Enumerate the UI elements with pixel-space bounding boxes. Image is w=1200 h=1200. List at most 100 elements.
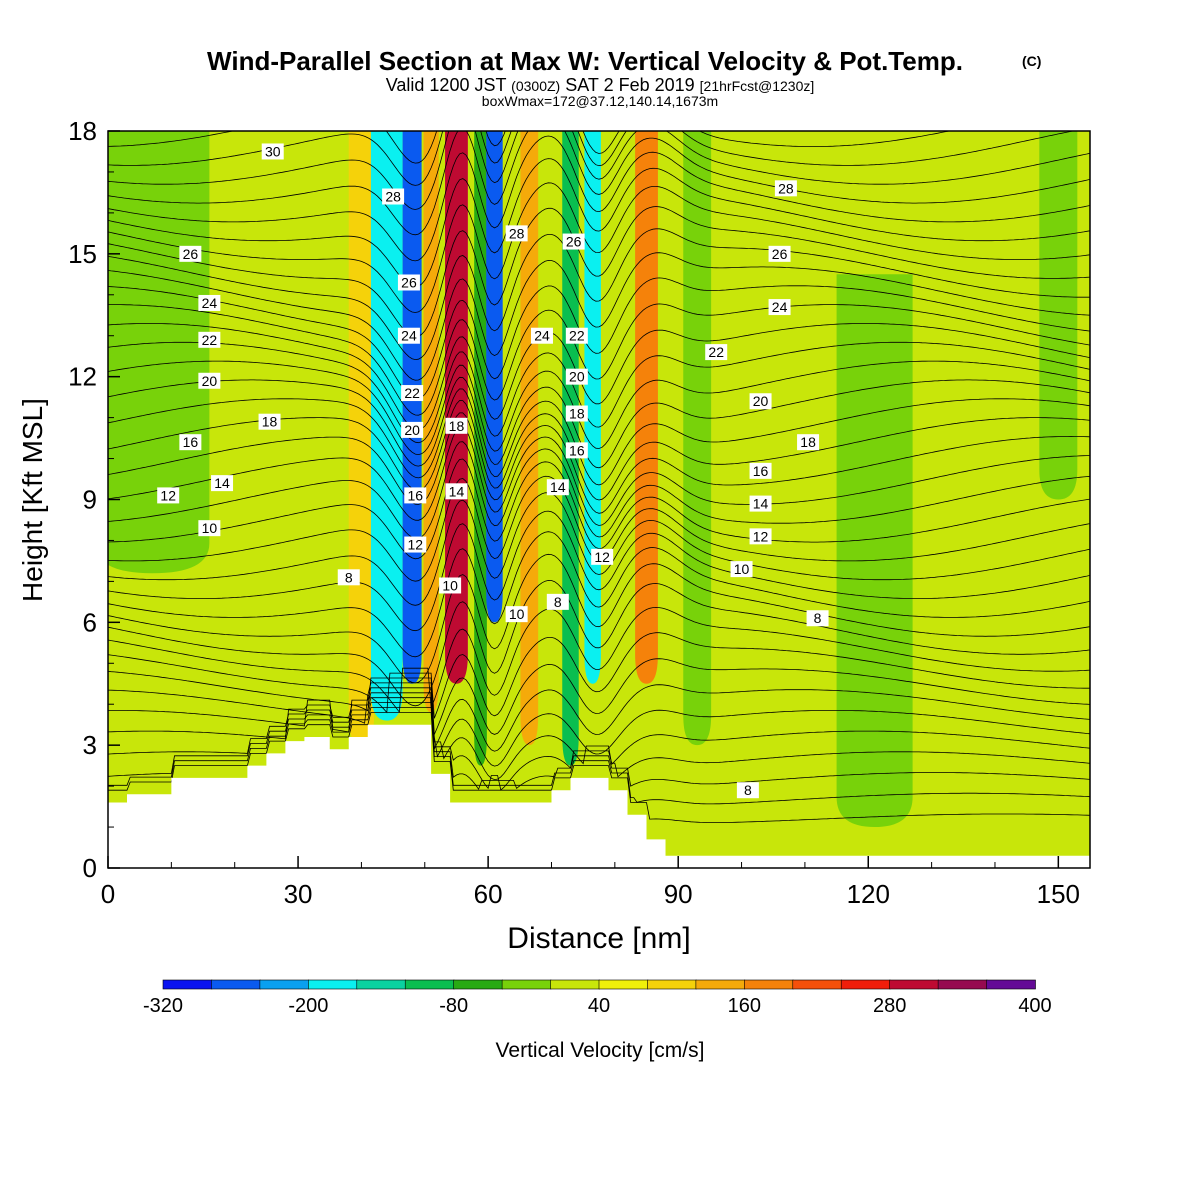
theta-label-box [797,434,820,451]
theta-label-box [445,417,468,434]
theta-label: 16 [404,487,427,504]
chart-title-mark: (C) [1022,53,1041,69]
theta-label-box [198,520,221,537]
theta-contour [108,277,1090,400]
w-column [348,131,375,746]
theta-label-box [337,569,360,586]
theta-label-text: 22 [569,328,585,344]
valid-utc: (0300Z) [511,78,560,94]
colorbar-swatch [792,979,843,990]
theta-label: 24 [397,327,420,344]
theta-label-text: 20 [753,393,769,409]
theta-contour [108,687,1090,767]
colorbar-tick-label: -200 [288,995,328,1017]
theta-contour [108,252,1090,381]
theta-label-box [439,577,462,594]
theta-label-box [258,413,281,430]
theta-label: 26 [179,245,202,262]
theta-label-text: 10 [202,520,218,536]
theta-label-box [505,225,528,242]
colorbar-tick-label: 400 [1018,995,1051,1017]
w-column [836,274,913,828]
theta-label-box [565,405,588,422]
w-column [520,131,539,746]
y-tick-label: 3 [83,730,97,760]
y-tick-label: 18 [68,116,97,146]
theta-label-box [198,294,221,311]
y-tick-label: 15 [68,239,97,269]
colorbar-swatch [162,979,213,990]
theta-label-box [404,487,427,504]
theta-label-box [397,327,420,344]
theta-label-box [736,782,759,799]
theta-label-box [730,561,753,578]
theta-label-box [157,487,180,504]
theta-label-text: 14 [449,483,465,499]
theta-label: 14 [546,479,569,496]
theta-label-text: 10 [509,606,525,622]
theta-label-box [705,344,728,361]
theta-label-text: 28 [509,225,525,241]
theta-contour [108,702,1090,791]
theta-label: 8 [337,569,360,586]
theta-label: 18 [797,434,820,451]
theta-contour [108,376,1090,469]
colorbar-swatch [550,979,600,990]
colorbar-tick-label: -80 [439,995,468,1017]
theta-label: 28 [774,180,797,197]
theta-label: 10 [505,606,528,623]
theta-label-text: 12 [160,487,176,503]
theta-label: 24 [768,299,791,316]
theta-label-text: 10 [442,577,458,593]
theta-label-text: 28 [385,189,401,205]
colorbar-label: Vertical Velocity [cm/s] [496,1039,705,1062]
theta-contour [108,388,1090,486]
theta-label: 16 [565,442,588,459]
theta-contour [108,458,1090,560]
colorbar-tick-label: 160 [728,995,761,1017]
theta-label: 22 [401,385,424,402]
theta-contour [108,658,1090,735]
theta-label: 26 [768,245,791,262]
theta-label-box [749,495,772,512]
theta-label-box [404,536,427,553]
theta-label: 12 [749,528,772,545]
theta-contour [108,425,1090,526]
y-tick-label: 12 [68,362,97,392]
y-tick-label: 0 [83,853,97,883]
theta-label: 8 [736,782,759,799]
theta-label: 14 [211,475,234,492]
theta-label-box [397,274,420,291]
potential-temperature-contours [108,131,1090,823]
theta-label: 18 [258,413,281,430]
theta-label-text: 18 [800,434,816,450]
theta-label: 8 [546,593,569,610]
theta-contour [108,412,1090,514]
w-column [486,131,503,623]
theta-label-text: 28 [778,180,794,196]
x-axis-label: Distance [nm] [507,922,690,955]
colorbar-tick-label: 40 [588,995,610,1017]
theta-contour [108,135,1090,262]
colorbar-swatch [453,979,503,990]
theta-label: 16 [749,462,772,479]
theta-label-text: 12 [594,549,610,565]
theta-label-box [546,593,569,610]
theta-label: 22 [705,344,728,361]
theta-label: 18 [445,417,468,434]
colorbar-swatch [356,979,407,990]
theta-label-box [401,421,424,438]
theta-label-text: 20 [569,369,585,385]
x-tick-label: 60 [474,879,503,909]
theta-label: 12 [591,548,614,565]
theta-contour [108,492,1090,606]
theta-contour [108,579,1090,707]
x-tick-label: 150 [1037,879,1080,909]
theta-label: 20 [198,372,221,389]
theta-label-text: 8 [554,594,562,610]
theta-label: 10 [730,561,753,578]
colorbar: -320 -200 -80 40 160 280 400 [143,979,1052,1017]
theta-contour [108,323,1090,431]
colorbar-swatch [259,979,310,990]
y-tick-label: 6 [83,607,97,637]
